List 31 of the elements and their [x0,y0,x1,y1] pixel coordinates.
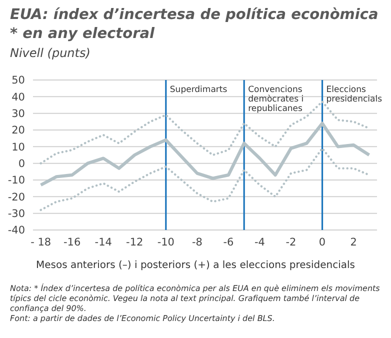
x-tick-label: -6 [223,236,234,248]
line-series [39,122,371,187]
x-tick-label: 2 [350,236,357,248]
line-series [40,147,370,212]
x-tick-label: -12 [126,236,144,248]
x-tick-label: -14 [94,236,112,248]
x-axis-title: Mesos anteriors (–) i posteriors (+) a les eleccions presidencials [34,260,356,271]
x-tick-label: -16 [64,236,81,248]
x-tick-label: -2 [286,236,296,248]
y-tick-label: 10 [12,141,25,154]
y-tick-label: -30 [8,208,25,220]
y-tick-label: 20 [12,124,25,137]
x-tick-label: -10 [157,236,174,248]
x-tick-label: -4 [254,236,266,248]
x-tick-label: 0 [318,236,326,248]
chart-title: EUA: índex d’incertesa de política econòmica * en any electoral [10,6,380,44]
y-tick-label: 30 [12,108,25,120]
x-tick-label: - 18 [30,236,52,248]
ref-line-label: Convencions demòcrates i republicanes [248,85,304,114]
text: Font: a partir de dades de l’Economic Policy Uncertainty i del BLS. [10,314,276,324]
ref-line-label: Eleccions presidencials [326,85,383,104]
chart-subtitle: Nivell (punts) [10,46,90,60]
ref-line-label: Superdimarts [170,85,228,95]
y-tick-label: -20 [8,191,25,204]
y-tick-label: 40 [12,91,25,104]
y-tick-label: -40 [8,224,25,237]
text: Nota: * Índex d’incertesa de política econòmica per als EUA en què eliminem els moviments típics del cicle econòmic. Vegeu la nota al text principal. Grafiquem també l’interval de confiança del 90%. [10,284,381,314]
x-tick-label: -8 [192,236,202,248]
y-tick-label: 50 [12,74,25,87]
y-tick-label: -10 [8,174,25,187]
y-tick-label: 0 [18,158,25,170]
